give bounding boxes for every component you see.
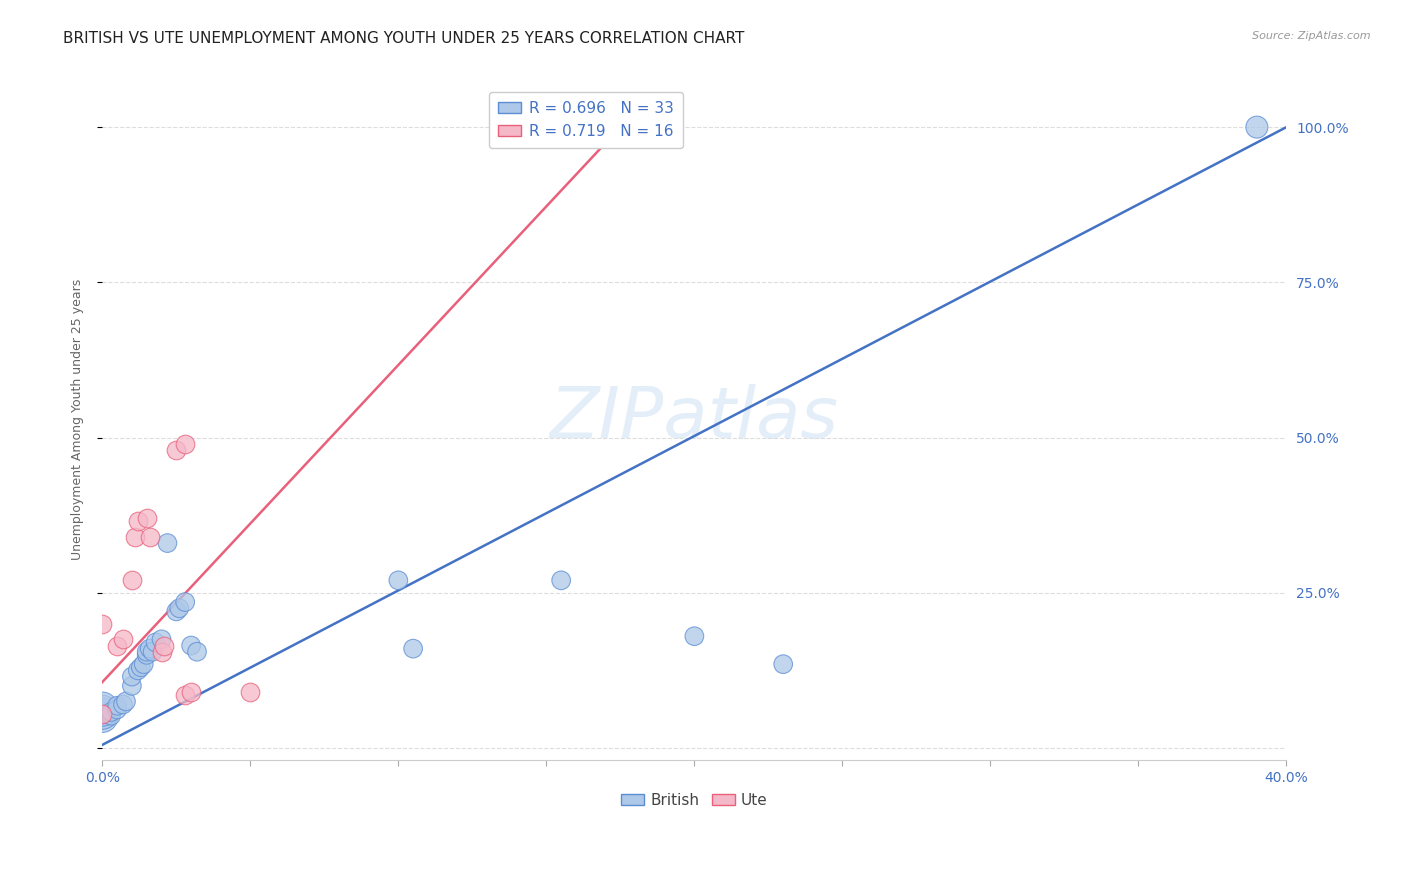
Point bbox=[105, 698, 128, 713]
Point bbox=[124, 530, 146, 544]
Point bbox=[91, 700, 114, 714]
Point bbox=[121, 679, 143, 693]
Point bbox=[153, 639, 176, 653]
Point bbox=[127, 664, 149, 678]
Point bbox=[186, 645, 208, 659]
Point bbox=[132, 657, 155, 672]
Point bbox=[121, 574, 143, 588]
Point bbox=[127, 514, 149, 528]
Point bbox=[100, 705, 122, 719]
Point bbox=[387, 574, 409, 588]
Text: Source: ZipAtlas.com: Source: ZipAtlas.com bbox=[1253, 31, 1371, 41]
Point bbox=[138, 530, 160, 544]
Point bbox=[169, 601, 191, 615]
Point bbox=[129, 660, 152, 674]
Point bbox=[91, 706, 114, 721]
Legend: British, Ute: British, Ute bbox=[616, 787, 773, 814]
Point bbox=[91, 710, 114, 724]
Point bbox=[100, 708, 122, 723]
Point bbox=[150, 632, 173, 647]
Point bbox=[174, 436, 197, 450]
Point bbox=[105, 639, 128, 653]
Point bbox=[91, 706, 114, 721]
Point bbox=[138, 641, 160, 656]
Point bbox=[111, 698, 134, 712]
Point bbox=[180, 685, 202, 699]
Y-axis label: Unemployment Among Youth under 25 years: Unemployment Among Youth under 25 years bbox=[72, 278, 84, 559]
Point bbox=[121, 669, 143, 683]
Point bbox=[150, 645, 173, 659]
Point bbox=[180, 639, 202, 653]
Point bbox=[115, 694, 138, 708]
Point bbox=[683, 629, 706, 643]
Point bbox=[135, 511, 157, 525]
Point bbox=[239, 685, 262, 699]
Point bbox=[145, 635, 167, 649]
Point bbox=[135, 648, 157, 662]
Point bbox=[1246, 120, 1268, 134]
Text: ZIPatlas: ZIPatlas bbox=[550, 384, 839, 453]
Point bbox=[111, 632, 134, 647]
Point bbox=[165, 442, 187, 457]
Point bbox=[550, 574, 572, 588]
Point bbox=[402, 641, 425, 656]
Point bbox=[174, 595, 197, 609]
Point bbox=[165, 604, 187, 618]
Point bbox=[91, 704, 114, 718]
Point bbox=[772, 657, 794, 672]
Point bbox=[174, 688, 197, 702]
Text: BRITISH VS UTE UNEMPLOYMENT AMONG YOUTH UNDER 25 YEARS CORRELATION CHART: BRITISH VS UTE UNEMPLOYMENT AMONG YOUTH … bbox=[63, 31, 745, 46]
Point bbox=[105, 702, 128, 716]
Point bbox=[142, 645, 165, 659]
Point bbox=[91, 616, 114, 631]
Point bbox=[156, 536, 179, 550]
Point bbox=[135, 645, 157, 659]
